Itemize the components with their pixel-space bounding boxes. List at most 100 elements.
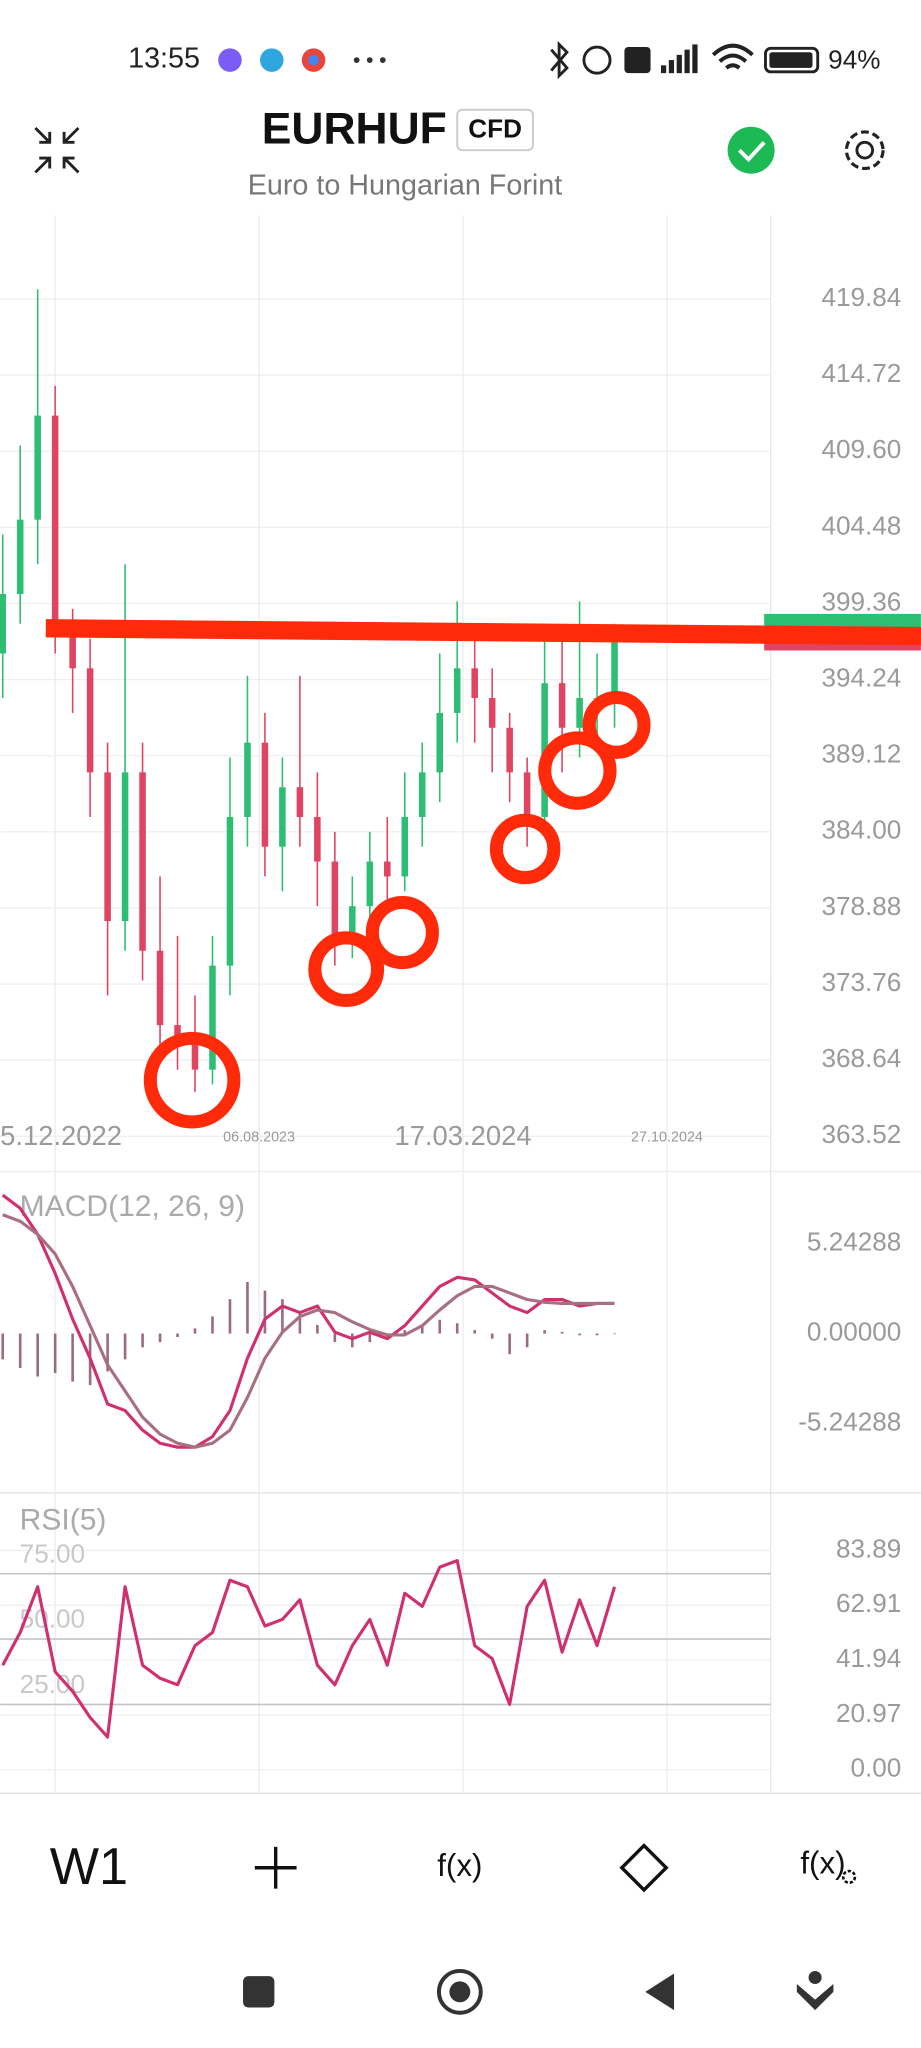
- nav-back[interactable]: [645, 1973, 675, 2011]
- drawn-circles[interactable]: [143, 690, 651, 1129]
- histogram-bar: [123, 1333, 127, 1360]
- candle-body: [471, 668, 478, 699]
- add-icon[interactable]: [254, 1846, 297, 1889]
- nav-home-ring[interactable]: [436, 1968, 483, 2015]
- y-tick-label: 62.91: [836, 1588, 901, 1618]
- y-tick-label: 41.94: [836, 1643, 901, 1673]
- histogram-bar: [246, 1281, 249, 1334]
- registered-icon: [582, 45, 612, 75]
- candle-body: [576, 698, 583, 728]
- histogram-bar: [193, 1328, 197, 1334]
- histogram-bar: [543, 1330, 546, 1334]
- candle-body: [331, 861, 339, 936]
- candle-body: [226, 816, 234, 966]
- candle-body: [436, 712, 443, 773]
- y-tick-label: 5.24288: [807, 1226, 901, 1256]
- status-time: 13:55: [128, 43, 200, 75]
- y-tick-label: 363.52: [821, 1119, 901, 1149]
- histogram-bar: [18, 1333, 22, 1368]
- histogram-bar: [263, 1290, 267, 1334]
- battery-level: [769, 52, 813, 68]
- histogram-bar: [53, 1333, 57, 1374]
- candle-body: [209, 965, 216, 1070]
- candle-body: [488, 698, 496, 728]
- histogram-bar: [508, 1333, 511, 1355]
- candle-body: [279, 787, 286, 847]
- signal-icon: [660, 44, 698, 74]
- nav-assist[interactable]: [796, 1984, 834, 2011]
- candle-body: [366, 861, 374, 907]
- battery-percent: 94%: [828, 44, 880, 74]
- histogram-bar: [525, 1333, 529, 1348]
- histogram-bar: [211, 1316, 214, 1334]
- histogram-bar: [176, 1333, 179, 1337]
- candle-body: [401, 816, 409, 877]
- candle-body: [139, 772, 146, 951]
- y-tick-label: 384.00: [821, 815, 901, 845]
- wifi-icon: [711, 43, 754, 70]
- x-tick-label: 17.03.2024: [394, 1120, 531, 1151]
- histogram-bar: [403, 1330, 407, 1334]
- candle-body: [244, 742, 251, 817]
- y-tick-label: 368.64: [821, 1043, 901, 1073]
- nav-home: [449, 1981, 471, 2003]
- histogram-bar: [316, 1324, 319, 1334]
- histogram-bar: [36, 1333, 39, 1377]
- candle-body: [314, 816, 321, 862]
- y-tick-label: 389.12: [821, 739, 901, 769]
- histogram-bar: [578, 1333, 581, 1336]
- candle-body: [261, 742, 269, 847]
- y-tick-label: -5.24288: [798, 1407, 901, 1437]
- candle-body: [0, 593, 6, 654]
- histogram-bar: [298, 1312, 302, 1334]
- candle-body: [34, 415, 41, 520]
- check-mark: [737, 141, 766, 163]
- nav-recent[interactable]: [243, 1976, 275, 2008]
- y-tick-label: 404.48: [821, 510, 901, 540]
- histogram-bar: [141, 1333, 144, 1348]
- indicator-button[interactable]: f(x): [437, 1848, 482, 1883]
- candle-body: [349, 906, 356, 936]
- chrome-icon-center: [308, 54, 319, 66]
- indicator-title: MACD(12, 26, 9): [20, 1190, 245, 1223]
- y-tick-label: 419.84: [821, 282, 901, 312]
- indicator-line: [1, 1193, 615, 1449]
- drawn-level-line[interactable]: [45, 619, 921, 646]
- y-tick-label: 409.60: [821, 434, 901, 464]
- histogram-bar: [158, 1333, 162, 1343]
- indicator-title: RSI(5): [20, 1504, 107, 1537]
- indicator-line: [1, 1559, 617, 1739]
- messenger-icon: [218, 48, 242, 72]
- status-check[interactable]: [727, 126, 775, 174]
- histogram-bar: [490, 1333, 494, 1339]
- y-tick-label: 0.00: [850, 1753, 901, 1783]
- subtitle: Euro to Hungarian Forint: [248, 169, 562, 201]
- histogram-bar: [420, 1324, 424, 1334]
- settings-icon[interactable]: [844, 130, 885, 171]
- bluetooth-icon: [550, 40, 569, 80]
- battery-icon: [764, 46, 820, 74]
- x-tick-label: 06.08.2023: [223, 1129, 295, 1145]
- nav-assist-dot: [808, 1970, 822, 1984]
- x-tick-label: 27.10.2024: [631, 1129, 703, 1145]
- histogram-bar: [351, 1333, 354, 1348]
- histogram-bar: [613, 1333, 616, 1335]
- x-tick-label: 5.12.2022: [0, 1120, 122, 1151]
- y-tick-label: 0.00000: [807, 1316, 901, 1346]
- candle-body: [191, 1039, 199, 1070]
- indicator-settings[interactable]: f(x): [800, 1845, 845, 1880]
- collapse-icon[interactable]: [34, 126, 80, 174]
- drawing-icon[interactable]: [619, 1843, 669, 1893]
- histogram-bar: [71, 1333, 74, 1382]
- indicator-line: [2, 1213, 615, 1449]
- user-drawings: [45, 613, 921, 1129]
- timeframe[interactable]: W1: [50, 1838, 128, 1896]
- candle-body: [418, 772, 426, 817]
- candle-body: [51, 415, 59, 624]
- candle-body: [174, 1025, 181, 1040]
- histogram-bar: [595, 1333, 599, 1336]
- y-tick-label: 414.72: [821, 358, 901, 388]
- volte-icon: [624, 47, 651, 74]
- more-dots: [353, 57, 386, 63]
- candle-body: [86, 668, 94, 773]
